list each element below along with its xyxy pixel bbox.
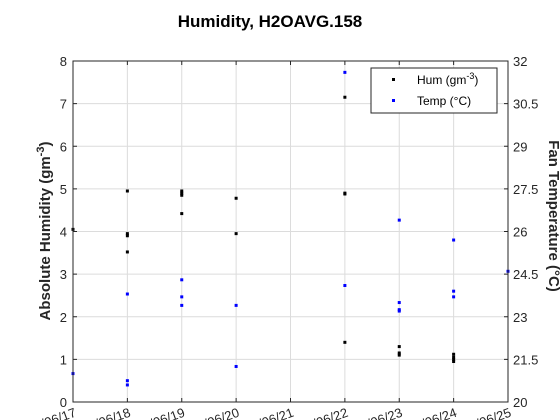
y-left-tick-label: 2 xyxy=(60,310,67,325)
legend-hum-sup: -3 xyxy=(466,71,474,81)
y-left-tick-label: 0 xyxy=(60,395,67,410)
x-tick-label: 19/06/23 xyxy=(352,405,405,420)
y-right-tick-label: 26 xyxy=(513,225,527,240)
legend-hum-text: Hum (gm xyxy=(417,73,466,87)
hum-point xyxy=(452,352,456,356)
hum-point xyxy=(234,196,238,200)
x-tick-label: 19/06/22 xyxy=(297,405,350,420)
left-axis-label-end: ) xyxy=(37,142,54,147)
hum-point xyxy=(125,250,129,254)
hum-point xyxy=(125,189,129,193)
hum-point xyxy=(125,234,129,238)
temp-point xyxy=(452,289,456,293)
hum-point xyxy=(452,360,456,364)
temp-point xyxy=(125,379,129,383)
left-axis-label-sup: -3 xyxy=(35,147,47,157)
temp-point xyxy=(343,283,347,287)
y-left-tick-label: 8 xyxy=(60,54,67,69)
y-left-tick-label: 7 xyxy=(60,97,67,112)
x-tick-label: 19/06/18 xyxy=(80,405,133,420)
y-right-tick-label: 29 xyxy=(513,139,527,154)
y-right-tick-label: 20 xyxy=(513,395,527,410)
y-right-tick-label: 23 xyxy=(513,310,527,325)
legend-box xyxy=(370,67,498,114)
hum-point xyxy=(343,340,347,344)
legend-hum-end: ) xyxy=(474,73,478,87)
temp-point xyxy=(397,309,401,313)
y-left-tick-label: 6 xyxy=(60,139,67,154)
legend-hum-marker xyxy=(392,78,395,81)
hum-point xyxy=(125,232,129,236)
right-axis-label: Fan Temperature (°C) xyxy=(545,140,560,292)
hum-point xyxy=(397,353,401,357)
hum-point xyxy=(180,191,184,195)
x-tick-label: 19/06/21 xyxy=(243,405,296,420)
y-right-tick-label: 30.5 xyxy=(513,97,538,112)
x-tick-label: 19/06/17 xyxy=(25,405,78,420)
y-left-tick-label: 1 xyxy=(60,352,67,367)
temp-point xyxy=(343,70,347,74)
x-tick-label: 19/06/19 xyxy=(134,405,187,420)
temp-point xyxy=(234,303,238,307)
y-right-tick-label: 27.5 xyxy=(513,182,538,197)
y-right-tick-label: 21.5 xyxy=(513,352,538,367)
legend-temp-label: Temp (°C) xyxy=(417,94,471,108)
y-left-tick-label: 4 xyxy=(60,225,67,240)
x-tick-label: 19/06/24 xyxy=(406,405,459,420)
temp-point xyxy=(180,295,184,299)
temp-point xyxy=(180,303,184,307)
y-left-tick-label: 5 xyxy=(60,182,67,197)
temp-point xyxy=(125,292,129,296)
hum-point xyxy=(180,189,184,193)
hum-point xyxy=(180,193,184,197)
temp-point xyxy=(234,364,238,368)
hum-point xyxy=(234,232,238,236)
temp-point xyxy=(397,218,401,222)
y-right-tick-label: 24.5 xyxy=(513,267,538,282)
hum-point xyxy=(397,351,401,355)
temp-point xyxy=(452,295,456,299)
chart-title: Humidity, H2OAVG.158 xyxy=(178,12,363,31)
left-axis-label: Absolute Humidity (gm-3) xyxy=(35,142,54,321)
legend-temp-marker xyxy=(392,99,395,102)
y-right-tick-label: 32 xyxy=(513,54,527,69)
x-tick-label: 19/06/20 xyxy=(188,405,241,420)
temp-point xyxy=(452,238,456,242)
y-left-tick-label: 3 xyxy=(60,267,67,282)
hum-point xyxy=(452,355,456,359)
hum-point xyxy=(180,212,184,216)
temp-point xyxy=(180,278,184,282)
x-tick-label: 19/06/25 xyxy=(460,405,513,420)
hum-point xyxy=(397,345,401,349)
hum-point xyxy=(452,357,456,361)
temp-point xyxy=(397,301,401,305)
legend-hum-label: Hum (gm-3) xyxy=(417,71,478,87)
hum-point xyxy=(343,95,347,99)
legend: Hum (gm-3) Temp (°C) xyxy=(370,67,498,114)
hum-point xyxy=(343,192,347,196)
left-axis-label-text: Absolute Humidity (gm xyxy=(37,156,54,320)
temp-point xyxy=(125,383,129,387)
